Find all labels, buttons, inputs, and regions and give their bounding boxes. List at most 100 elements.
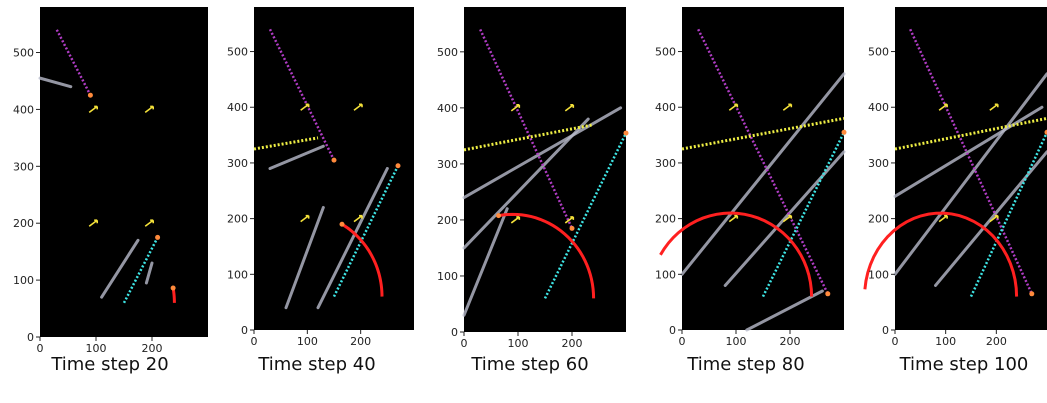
panel-plot: 0 100 200 300 400 500 0 100 200 (863, 7, 1047, 348)
grey-streak (462, 207, 509, 317)
yellow-dotted-line (681, 116, 845, 151)
x-tick-label: 100 (86, 342, 107, 355)
y-tick-label: 400 (227, 101, 248, 114)
yellow-dotted-line (253, 136, 319, 151)
cyan-endpoint (623, 130, 629, 136)
grey-streak (144, 261, 154, 285)
grey-streak (268, 144, 325, 170)
cyan-dotted-line (761, 131, 846, 298)
yellow-arrow-marker (144, 219, 154, 227)
caption-time-step-20: Time step 20 (51, 354, 169, 375)
grey-streak (893, 105, 1044, 198)
y-tick-label: 0 (27, 331, 34, 344)
scene (253, 28, 401, 310)
grey-streak (462, 106, 623, 200)
x-tick-label: 200 (562, 337, 583, 350)
y-tick-label: 200 (13, 217, 34, 230)
magenta-endpoint (825, 291, 831, 297)
panel-plot: 0 100 200 300 400 500 0 100 200 (227, 7, 414, 348)
y-tick-label: 0 (669, 324, 676, 337)
grey-streak (100, 238, 140, 299)
yellow-arrow-marker (782, 214, 793, 223)
x-tick-label: 200 (142, 342, 163, 355)
y-tick-label: 500 (13, 47, 34, 60)
yellow-arrow-marker (938, 103, 948, 111)
magenta-dotted-line (479, 28, 574, 229)
grey-streak (38, 76, 73, 89)
grey-streak (680, 72, 846, 276)
panel-time-step-80: 0 100 200 300 400 500 0 100 200 (655, 7, 847, 350)
cyan-dotted-line (332, 165, 400, 298)
magenta-endpoint (87, 92, 93, 98)
x-tick-label: 0 (892, 335, 899, 348)
y-tick-label: 0 (451, 326, 458, 339)
x-tick-label: 0 (37, 342, 44, 355)
grey-streak (934, 150, 1047, 287)
scene (659, 28, 847, 332)
y-tick-label: 500 (227, 46, 248, 59)
y-tick-label: 500 (655, 46, 676, 59)
x-tick-label: 100 (297, 335, 318, 348)
red-arc (659, 211, 814, 297)
cyan-endpoint (155, 234, 161, 240)
panel-time-step-100: 0 100 200 300 400 500 0 100 200 (863, 7, 1047, 350)
x-tick-label: 0 (251, 335, 258, 348)
grey-streak (745, 289, 824, 332)
y-tick-label: 200 (437, 214, 458, 227)
y-tick-label: 100 (227, 268, 248, 281)
y-tick-label: 100 (655, 268, 676, 281)
x-tick-label: 100 (726, 335, 747, 348)
magenta-dotted-line (697, 28, 829, 295)
yellow-arrow-marker (564, 104, 575, 112)
scene (38, 29, 176, 304)
plot-background (254, 7, 414, 330)
magenta-endpoint (569, 225, 575, 231)
yellow-arrow-marker (510, 216, 521, 224)
panel-time-step-20: 0 100 200 300 400 500 0 100 200 (13, 7, 208, 357)
y-tick-label: 0 (241, 324, 248, 337)
red-arc-endpoint (496, 213, 502, 219)
y-tick-label: 200 (227, 213, 248, 226)
y-tick-label: 400 (655, 101, 676, 114)
caption-time-step-100: Time step 100 (899, 354, 1029, 375)
y-tick-label: 0 (882, 324, 889, 337)
y-tick-label: 300 (868, 157, 889, 170)
x-tick-label: 100 (508, 337, 529, 350)
x-tick-label: 0 (679, 335, 686, 348)
y-tick-label: 500 (437, 46, 458, 59)
y-tick-label: 400 (868, 101, 889, 114)
red-arc (863, 211, 1019, 297)
panel-time-step-60: 0 100 200 300 400 500 0 100 200 (437, 7, 629, 352)
y-tick-label: 400 (13, 103, 34, 116)
x-tick-label: 0 (461, 337, 468, 350)
y-tick-label: 200 (655, 213, 676, 226)
yellow-arrow-marker (782, 103, 793, 111)
grey-streak (284, 205, 325, 310)
magenta-dotted-line (55, 29, 92, 96)
plot-background (40, 7, 208, 337)
caption-time-step-60: Time step 60 (471, 354, 589, 375)
y-tick-label: 100 (868, 268, 889, 281)
yellow-arrow-marker (989, 103, 999, 111)
yellow-arrow-marker (353, 214, 363, 223)
y-tick-label: 400 (437, 102, 458, 115)
y-tick-label: 500 (868, 46, 889, 59)
red-arc (498, 212, 596, 299)
yellow-arrow-marker (728, 103, 739, 111)
red-arc-endpoint (170, 285, 176, 291)
plot-background (895, 7, 1047, 330)
magenta-endpoint (1029, 291, 1035, 297)
grey-streak (893, 72, 1047, 276)
y-tick-label: 300 (13, 160, 34, 173)
yellow-arrow-marker (88, 219, 98, 227)
yellow-arrow-marker (144, 105, 154, 114)
panel-plot: 0 100 200 300 400 500 0 100 200 (437, 7, 629, 350)
x-tick-label: 200 (350, 335, 371, 348)
panel-time-step-40: 0 100 200 300 400 500 0 100 200 (227, 7, 414, 350)
yellow-arrow-marker (88, 105, 98, 114)
yellow-arrow-marker (300, 214, 310, 223)
panel-plot: 0 100 200 300 400 500 0 100 200 (655, 7, 847, 348)
yellow-arrow-marker (989, 214, 999, 223)
yellow-arrow-marker (510, 104, 521, 112)
y-tick-label: 100 (437, 270, 458, 283)
